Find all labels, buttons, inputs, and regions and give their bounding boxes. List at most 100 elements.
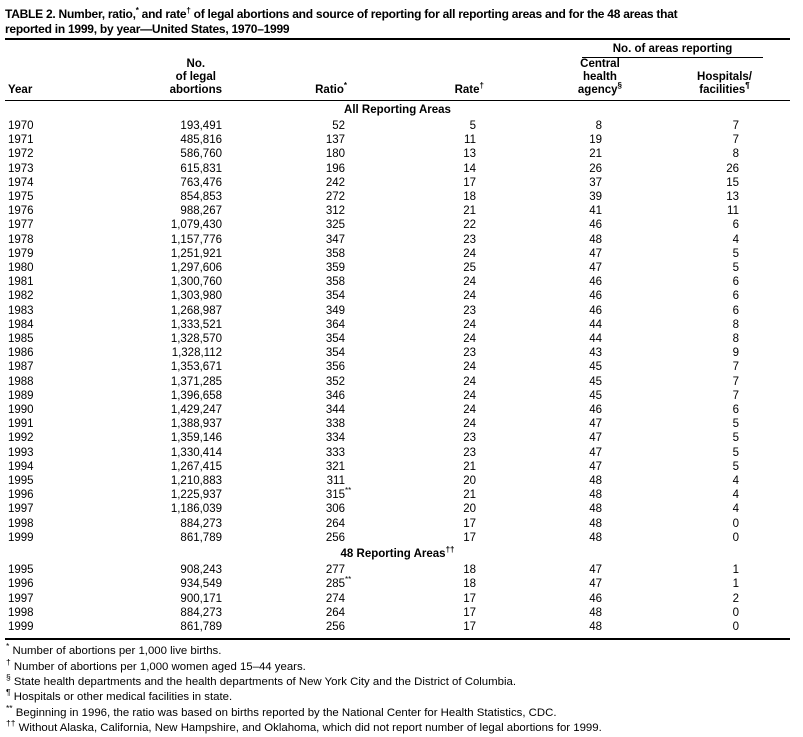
cell-abortions: 1,388,937 <box>170 418 222 431</box>
cell-central-agency: 47 <box>589 262 602 275</box>
cell-year: 1976 <box>8 205 34 218</box>
cell-central-agency: 48 <box>589 475 602 488</box>
cell-year: 1995 <box>8 475 34 488</box>
cell-year: 1998 <box>8 606 34 619</box>
table-row: 1996 1,225,937 315** 21 48 4 <box>5 486 790 502</box>
table-row: 1979 1,251,921 358 24 47 5 <box>5 247 790 261</box>
cell-rate: 21 <box>463 205 476 218</box>
table-title: TABLE 2. Number, ratio,* and rate† of le… <box>5 6 678 36</box>
cell-rate: 13 <box>463 148 476 161</box>
footnote: † Number of abortions per 1,000 women ag… <box>6 656 306 673</box>
cell-ratio: 358 <box>325 247 345 260</box>
cell-rate: 18 <box>463 578 476 591</box>
cell-abortions: 1,328,112 <box>171 347 222 360</box>
cell-ratio: 364 <box>325 318 345 331</box>
cell-year: 1984 <box>8 318 34 331</box>
cell-rate: 17 <box>463 606 476 619</box>
cell-ratio: 264 <box>325 517 345 530</box>
cell-hospitals: 13 <box>726 191 739 204</box>
cell-central-agency: 37 <box>589 176 602 189</box>
cell-rate: 23 <box>463 233 476 246</box>
cell-ratio: 358 <box>325 276 345 289</box>
table-row: 1996 934,549 285** 18 47 1 <box>5 575 790 591</box>
cell-hospitals: 8 <box>732 148 739 161</box>
cell-abortions: 1,267,415 <box>170 460 222 473</box>
cell-central-agency: 47 <box>589 564 602 577</box>
cell-year: 1992 <box>8 432 34 445</box>
cell-central-agency: 46 <box>589 276 602 289</box>
cell-hospitals: 5 <box>732 418 739 431</box>
section-label: All Reporting Areas <box>344 104 451 116</box>
cell-year: 1973 <box>8 162 34 175</box>
table-row: 1997 900,171 274 17 46 2 <box>5 592 790 606</box>
cell-hospitals: 7 <box>732 134 739 147</box>
cell-hospitals: 5 <box>732 432 739 445</box>
cell-rate: 18 <box>463 564 476 577</box>
cell-ratio: 334 <box>325 432 345 445</box>
cell-central-agency: 48 <box>589 606 602 619</box>
cell-central-agency: 46 <box>589 219 602 232</box>
cell-abortions: 485,816 <box>180 134 222 147</box>
cell-central-agency: 8 <box>595 120 602 132</box>
cell-abortions: 1,079,430 <box>170 219 222 232</box>
cell-ratio: 277 <box>325 564 345 577</box>
cell-hospitals: 6 <box>732 276 739 289</box>
table-row: 1973 615,831 196 14 26 26 <box>5 162 790 176</box>
footnote: § State health departments and the healt… <box>6 672 516 688</box>
table-row: 1998 884,273 264 17 48 0 <box>5 606 790 620</box>
cell-rate: 20 <box>463 475 476 488</box>
cell-hospitals: 0 <box>732 606 739 619</box>
cell-ratio: 306 <box>325 503 345 516</box>
cell-hospitals: 4 <box>732 233 739 246</box>
column-header-rate: Rate† <box>350 58 484 101</box>
cell-ratio: 272 <box>325 191 345 204</box>
cell-abortions: 1,297,606 <box>170 262 222 275</box>
cell-rate: 17 <box>463 531 476 544</box>
cell-ratio: 285** <box>325 575 352 591</box>
table-row: 1988 1,371,285 352 24 45 7 <box>5 375 790 389</box>
cell-year: 1996 <box>8 489 34 502</box>
table-row: 1992 1,359,146 334 23 47 5 <box>5 431 790 445</box>
cell-central-agency: 44 <box>589 318 602 331</box>
cell-ratio: 256 <box>325 620 345 633</box>
cell-year: 1971 <box>8 134 34 147</box>
table-row: 1991 1,388,937 338 24 47 5 <box>5 417 790 431</box>
cell-abortions: 988,267 <box>180 205 222 218</box>
cell-year: 1983 <box>8 304 34 317</box>
section-label: 48 Reporting Areas†† <box>340 545 455 561</box>
cell-ratio: 242 <box>325 176 345 189</box>
cell-central-agency: 47 <box>589 247 602 260</box>
cell-hospitals: 2 <box>732 592 739 605</box>
column-group-header-cell: No. of areas reporting <box>481 40 790 58</box>
cell-ratio: 354 <box>325 333 345 346</box>
data-table: No. of areas reporting Year No. of legal a… <box>5 40 790 634</box>
cell-abortions: 1,396,658 <box>170 389 222 402</box>
cell-hospitals: 0 <box>732 620 739 633</box>
cell-central-agency: 48 <box>589 489 602 502</box>
cell-year: 1988 <box>8 375 34 388</box>
cell-ratio: 315** <box>325 486 352 502</box>
section-header-row: 48 Reporting Areas†† <box>5 545 790 563</box>
cell-rate: 23 <box>463 304 476 317</box>
cell-ratio: 321 <box>325 460 345 473</box>
cell-year: 1995 <box>8 564 34 577</box>
table-row: 1999 861,789 256 17 48 0 <box>5 531 790 545</box>
cell-central-agency: 46 <box>589 304 602 317</box>
cell-hospitals: 6 <box>732 304 739 317</box>
cell-central-agency: 44 <box>589 333 602 346</box>
table-row: 1987 1,353,671 356 24 45 7 <box>5 360 790 374</box>
cell-hospitals: 0 <box>732 531 739 544</box>
cell-central-agency: 19 <box>589 134 602 147</box>
table-row: 1999 861,789 256 17 48 0 <box>5 620 790 634</box>
cell-abortions: 934,549 <box>180 578 222 591</box>
cell-abortions: 1,268,987 <box>170 304 222 317</box>
footnote: ¶ Hospitals or other medical facilities … <box>6 687 233 704</box>
cell-hospitals: 4 <box>732 503 739 516</box>
cell-abortions: 1,429,247 <box>170 404 222 417</box>
cell-hospitals: 5 <box>732 247 739 260</box>
cell-rate: 21 <box>463 489 476 502</box>
cell-year: 1994 <box>8 460 34 473</box>
cell-abortions: 908,243 <box>180 564 222 577</box>
cell-central-agency: 45 <box>589 361 602 374</box>
cell-central-agency: 45 <box>589 375 602 388</box>
